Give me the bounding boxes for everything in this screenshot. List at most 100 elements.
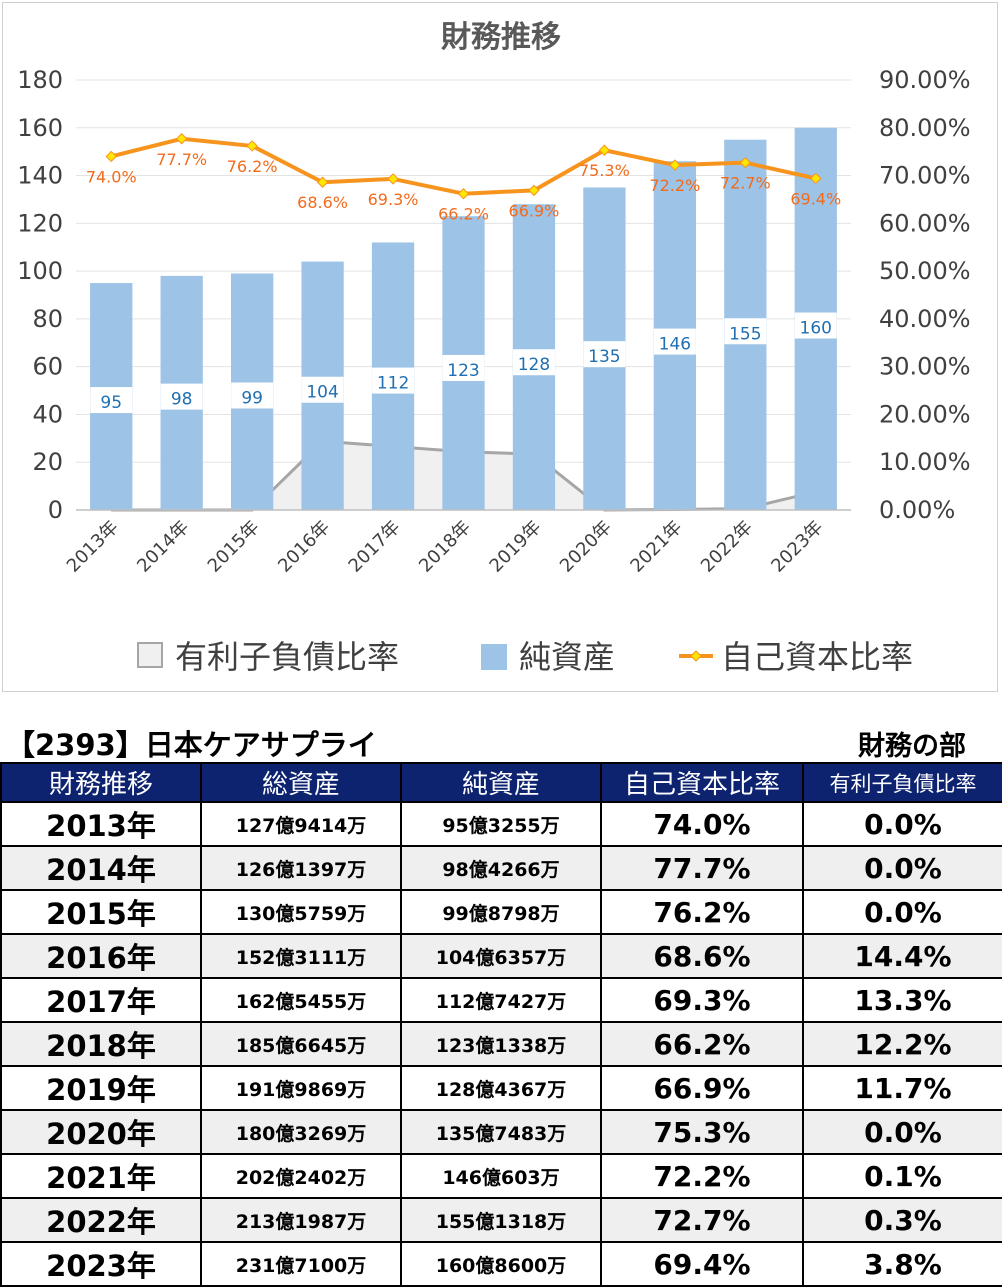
cell-debt-ratio: 0.3% [802, 1197, 1002, 1243]
cell-equity-ratio: 66.9% [600, 1065, 804, 1111]
bar-data-label: 160 [800, 319, 832, 339]
cell-debt-ratio: 14.4% [802, 933, 1002, 979]
cell-year: 2014年 [0, 845, 202, 891]
equity-ratio-label: 72.7% [720, 174, 771, 193]
table-header-row: 財務推移 総資産 純資産 自己資本比率 有利子負債比率 [0, 762, 1002, 803]
equity-ratio-label: 75.3% [579, 161, 630, 180]
cell-equity-ratio: 75.3% [600, 1109, 804, 1155]
legend-label-equity-ratio: 自己資本比率 [721, 638, 913, 676]
bar-label-box [301, 376, 344, 403]
table-row: 2018年 185億6645万 123億1338万 66.2% 12.2% [0, 1021, 1002, 1067]
finance-chart: 財務推移 0 20 40 60 80 100 120 140 160 180 0.00% 10.00% 2… [17, 20, 971, 676]
header-total-assets: 総資産 [200, 762, 402, 803]
equity-ratio-point [457, 188, 470, 200]
bar-data-label: 123 [447, 361, 479, 381]
equity-ratio-point [810, 172, 822, 185]
bar-data-label: 104 [306, 383, 338, 403]
table-row: 2014年 126億1397万 98億4266万 77.7% 0.0% [0, 845, 1002, 891]
x-category-label: 2014年 [133, 517, 193, 577]
equity-ratio-point [669, 159, 681, 171]
table-row: 2015年 130億5759万 99億8798万 76.2% 0.0% [0, 889, 1002, 935]
y-right-tick-label: 50.00% [879, 257, 971, 285]
equity-ratio-point [316, 176, 329, 188]
bar-label-box [231, 382, 274, 409]
cell-net-assets: 104億6357万 [400, 933, 602, 979]
equity-ratio-point [598, 144, 611, 156]
x-category-label: 2019年 [486, 517, 546, 577]
chart-title: 財務推移 [441, 20, 561, 55]
legend-marker-equity-ratio [690, 650, 702, 662]
cell-equity-ratio: 76.2% [600, 889, 804, 935]
table-row: 2019年 191億9869万 128億4367万 66.9% 11.7% [0, 1065, 1002, 1111]
x-category-label: 2017年 [345, 517, 405, 577]
y-right-tick-label: 90.00% [879, 66, 971, 94]
cell-total-assets: 126億1397万 [200, 845, 402, 891]
cell-equity-ratio: 68.6% [600, 933, 804, 979]
cell-net-assets: 98億4266万 [400, 845, 602, 891]
cell-year: 2013年 [0, 801, 202, 847]
cell-equity-ratio: 72.7% [600, 1197, 804, 1243]
y-left-tick-label: 0 [48, 496, 63, 524]
equity-ratio-point [528, 184, 540, 197]
cell-total-assets: 180億3269万 [200, 1109, 402, 1155]
cell-total-assets: 127億9414万 [200, 801, 402, 847]
cell-net-assets: 160億8600万 [400, 1241, 602, 1287]
y-right-tick-label: 80.00% [879, 114, 971, 142]
bar-data-label: 98 [171, 390, 193, 410]
cell-net-assets: 146億603万 [400, 1153, 602, 1199]
cell-year: 2017年 [0, 977, 202, 1023]
cell-year: 2016年 [0, 933, 202, 979]
cell-net-assets: 95億3255万 [400, 801, 602, 847]
table-row: 2013年 127億9414万 95億3255万 74.0% 0.0% [0, 801, 1002, 847]
cell-total-assets: 231億7100万 [200, 1241, 402, 1287]
bar-data-label: 146 [659, 335, 691, 355]
cell-net-assets: 135億7483万 [400, 1109, 602, 1155]
bar-label-box [794, 312, 837, 339]
cell-year: 2022年 [0, 1197, 202, 1243]
bar-label-box [653, 328, 696, 355]
finance-table: 財務推移 総資産 純資産 自己資本比率 有利子負債比率 2013年 127億941… [0, 762, 1002, 1287]
cell-debt-ratio: 13.3% [802, 977, 1002, 1023]
cell-debt-ratio: 11.7% [802, 1065, 1002, 1111]
bar-data-label: 135 [588, 347, 620, 367]
y-right-tick-label: 0.00% [879, 496, 955, 524]
equity-ratio-label: 66.9% [509, 201, 560, 220]
cell-total-assets: 130億5759万 [200, 889, 402, 935]
x-category-label: 2015年 [204, 517, 264, 577]
equity-ratio-point [387, 173, 399, 185]
bar-label-box [160, 383, 203, 410]
bar-label-box [90, 387, 133, 414]
equity-ratio-point [175, 133, 188, 145]
equity-ratio-label: 66.2% [438, 205, 489, 224]
equity-ratio-label: 74.0% [86, 167, 137, 186]
cell-equity-ratio: 72.2% [600, 1153, 804, 1199]
x-category-label: 2013年 [63, 517, 123, 577]
cell-equity-ratio: 74.0% [600, 801, 804, 847]
table-row: 2022年 213億1987万 155億1318万 72.7% 0.3% [0, 1197, 1002, 1243]
cell-year: 2021年 [0, 1153, 202, 1199]
y-right-tick-label: 20.00% [879, 400, 971, 428]
y-left-tick-label: 80 [32, 305, 63, 333]
section-label: 財務の部 [858, 731, 966, 762]
equity-ratio-point [105, 150, 117, 163]
header-debt-ratio: 有利子負債比率 [802, 762, 1002, 803]
cell-net-assets: 128億4367万 [400, 1065, 602, 1111]
cell-year: 2019年 [0, 1065, 202, 1111]
cell-total-assets: 202億2402万 [200, 1153, 402, 1199]
title-row: 【2393】日本ケアサプライ 財務の部 [0, 722, 1002, 762]
cell-total-assets: 191億9869万 [200, 1065, 402, 1111]
legend-swatch-debt-ratio [137, 642, 163, 668]
cell-equity-ratio: 69.4% [600, 1241, 804, 1287]
table-row: 2017年 162億5455万 112億7427万 69.3% 13.3% [0, 977, 1002, 1023]
bar-label-box [724, 318, 767, 345]
page-title: 【2393】日本ケアサプライ [6, 728, 377, 762]
y-left-tick-label: 180 [17, 66, 63, 94]
cell-total-assets: 185億6645万 [200, 1021, 402, 1067]
equity-ratio-label: 69.4% [790, 189, 841, 208]
cell-equity-ratio: 77.7% [600, 845, 804, 891]
chart-panel: 財務推移 0 20 40 60 80 100 120 140 160 180 0.00% 10.00% 2… [2, 2, 998, 692]
bar-data-label: 155 [729, 324, 761, 344]
equity-ratio-label: 72.2% [649, 176, 700, 195]
y-right-tick-label: 10.00% [879, 448, 971, 476]
cell-net-assets: 99億8798万 [400, 889, 602, 935]
